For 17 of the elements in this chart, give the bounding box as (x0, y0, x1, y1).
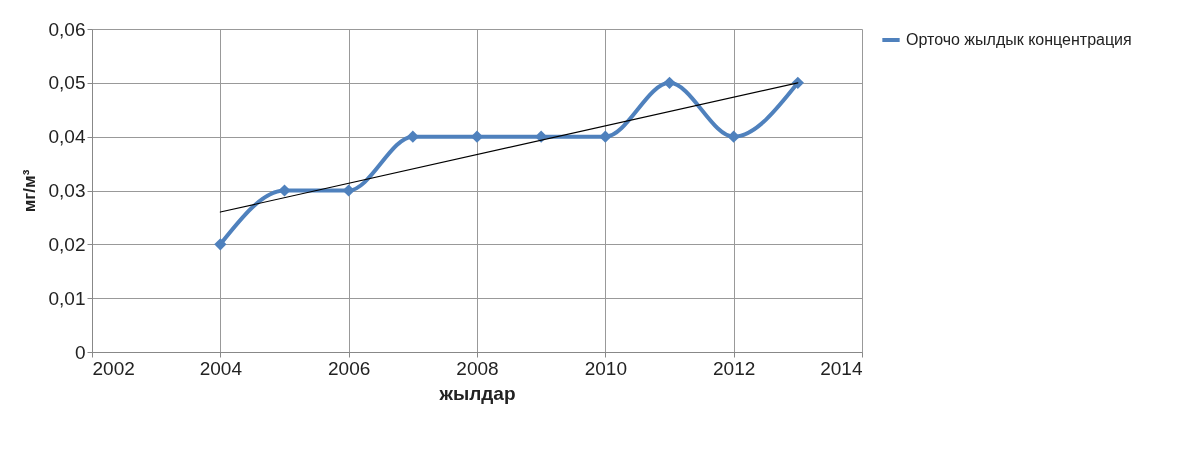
y-tick-label: 0,02 (48, 233, 86, 255)
y-tick-label: 0,01 (48, 287, 86, 309)
y-tick-label: 0,05 (48, 72, 86, 94)
y-axis-title: мг/м³ (19, 169, 39, 213)
y-tick-label: 0,04 (48, 126, 86, 148)
y-tick-label: 0 (74, 341, 86, 363)
x-tick-label: 2006 (328, 357, 371, 379)
x-axis-title: жылдар (438, 382, 516, 404)
x-tick-label: 2002 (92, 357, 135, 379)
x-tick-label: 2012 (713, 357, 756, 379)
y-tick-label: 0,03 (48, 180, 86, 201)
x-tick-label: 2014 (820, 357, 863, 379)
x-tick-label: 2008 (456, 357, 499, 379)
x-tick-label: 2004 (199, 357, 243, 379)
legend-label: Орточо жылдык концентрация (906, 31, 1132, 48)
x-tick-label: 2010 (584, 357, 627, 379)
y-tick-label: 0,06 (48, 18, 86, 40)
